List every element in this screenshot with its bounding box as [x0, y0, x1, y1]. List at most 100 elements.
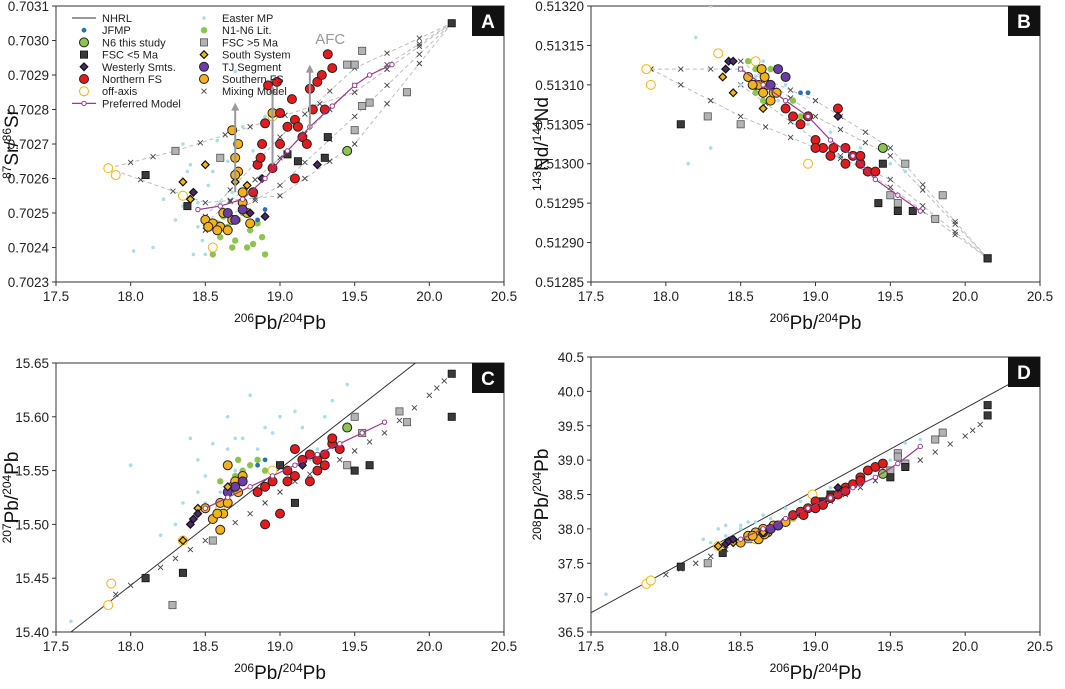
- series-fsc-5-ma: [171, 46, 411, 162]
- data-point: [293, 157, 302, 166]
- y-tick-label: 0.7024: [8, 241, 50, 256]
- y-tick-label: 37.0: [558, 591, 584, 606]
- data-point: [171, 146, 180, 155]
- mixing-model-marker: [336, 457, 343, 463]
- mixing-model-marker: [317, 100, 323, 107]
- data-point: [746, 520, 750, 524]
- data-point: [191, 252, 196, 257]
- data-point: [728, 56, 738, 66]
- data-point: [257, 139, 268, 149]
- mixing-model-marker: [112, 591, 119, 598]
- y-tick-label: 0.7028: [8, 103, 49, 118]
- data-point: [893, 452, 902, 461]
- x-tick-label: 20.0: [416, 289, 442, 304]
- legend-marker-swatch: [199, 38, 208, 47]
- axis-title-text: Pb/: [254, 313, 283, 334]
- data-point: [242, 180, 252, 191]
- data-point: [200, 238, 205, 243]
- x-tick-label: 20.5: [1027, 639, 1053, 654]
- data-point: [789, 97, 797, 104]
- panel-label-box: [1008, 357, 1040, 387]
- data-point: [211, 169, 215, 174]
- series-westerly-smts-: [721, 482, 843, 549]
- data-point: [708, 6, 713, 8]
- afc-label: AFC: [315, 31, 345, 48]
- data-point: [833, 482, 843, 493]
- series-fsc-5-ma: [141, 19, 456, 211]
- data-point: [783, 83, 788, 87]
- data-point: [209, 251, 216, 258]
- legend-marker-swatch: [80, 50, 89, 59]
- data-point: [312, 76, 323, 87]
- preferred-model-marker: [366, 72, 373, 78]
- mixing-model-marker: [692, 560, 699, 567]
- axis-title-text: Pb/: [2, 494, 23, 523]
- legend-marker-swatch: [199, 49, 209, 60]
- axis-title-text: Pb: [2, 452, 23, 475]
- data-point: [222, 460, 233, 471]
- mixing-model-marker: [252, 176, 258, 183]
- data-point: [185, 194, 196, 204]
- data-point: [758, 103, 768, 114]
- data-point: [750, 56, 761, 67]
- data-point: [168, 601, 177, 610]
- data-point: [223, 482, 233, 492]
- data-point: [252, 487, 263, 498]
- legend-label: NHRL: [102, 13, 132, 25]
- x-tick-label: 20.0: [416, 639, 442, 654]
- mixing-model-marker: [416, 35, 423, 42]
- data-point: [315, 447, 320, 451]
- data-point: [208, 536, 217, 545]
- x-tick-label: 19.0: [267, 289, 293, 304]
- axis-title-text: Sr/: [2, 141, 23, 166]
- legend-label: Mixing Model: [222, 86, 287, 98]
- legend-label: Southern FS: [222, 74, 284, 86]
- data-point: [716, 527, 721, 531]
- data-point: [893, 199, 902, 208]
- data-point: [222, 208, 233, 218]
- mixing-model-marker: [887, 176, 894, 183]
- series-easter-mp: [604, 437, 923, 596]
- preferred-model-marker: [805, 505, 811, 511]
- data-point: [365, 461, 374, 470]
- data-point: [275, 508, 285, 519]
- y-tick-label: 40.0: [558, 384, 584, 399]
- data-point: [752, 89, 759, 96]
- data-point: [738, 83, 743, 87]
- preferred-model-marker: [381, 419, 388, 425]
- data-point: [744, 58, 752, 65]
- data-point: [330, 398, 335, 403]
- mixing-model-marker: [277, 154, 283, 161]
- axis-title-superscript: 143: [530, 171, 544, 191]
- y-tick-label: 15.55: [15, 464, 49, 479]
- data-point: [833, 111, 843, 122]
- data-point: [270, 431, 275, 435]
- mixing-model-marker: [381, 430, 388, 436]
- data-point: [218, 490, 223, 494]
- y-tick-label: 0.51285: [535, 275, 584, 290]
- y-tick-label: 0.51295: [535, 196, 584, 211]
- x-tick-label: 18.0: [118, 289, 144, 304]
- data-point: [788, 111, 799, 122]
- preferred-model-marker: [895, 460, 901, 467]
- axis-title-text: Nd: [532, 97, 553, 121]
- axis-title-superscript: 204: [818, 311, 838, 325]
- data-point: [188, 514, 199, 524]
- mixing-model-marker: [247, 123, 253, 130]
- data-point: [703, 112, 712, 121]
- data-point: [747, 79, 758, 90]
- data-point: [246, 462, 254, 469]
- axis-title-text: Pb/: [532, 491, 553, 520]
- legend-item: Westerly Smts.: [79, 62, 176, 74]
- series-n6-this-study: [342, 422, 353, 433]
- axis-title-text: Pb: [838, 663, 861, 684]
- mixing-model-marker: [737, 58, 744, 65]
- data-point: [263, 80, 274, 91]
- data-point: [886, 191, 895, 200]
- y-tick-label: 0.7026: [8, 172, 49, 187]
- mixing-model-marker: [947, 441, 954, 447]
- mixing-model-marker: [302, 159, 308, 166]
- data-point: [983, 401, 992, 410]
- mixing-model-marker: [707, 553, 714, 560]
- axis-title-superscript: 144: [530, 121, 544, 141]
